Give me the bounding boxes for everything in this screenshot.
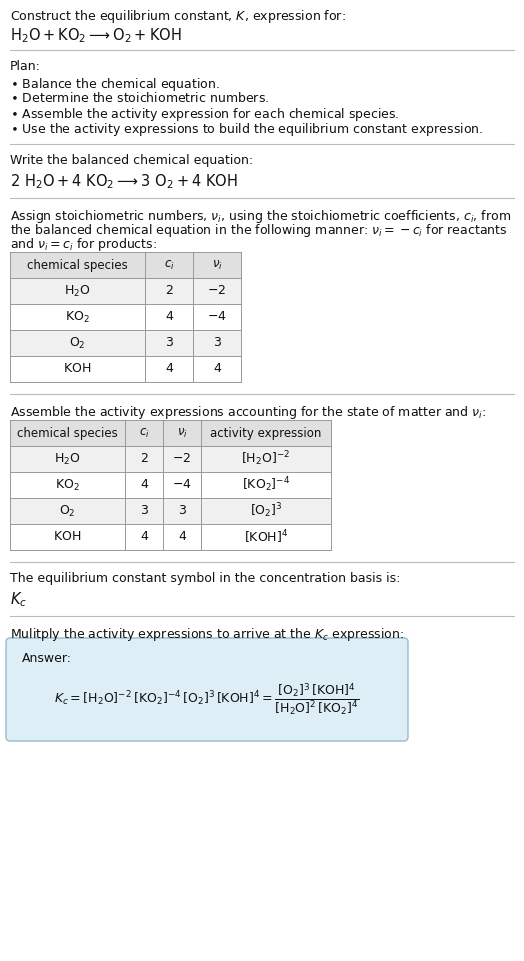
Text: $K_c = [\mathrm{H_2O}]^{-2}\,[\mathrm{KO_2}]^{-4}\,[\mathrm{O_2}]^{3}\,[\mathrm{: $K_c = [\mathrm{H_2O}]^{-2}\,[\mathrm{KO… (54, 681, 360, 718)
Text: 3: 3 (165, 336, 173, 350)
Text: activity expression: activity expression (210, 427, 322, 439)
Text: $-4$: $-4$ (207, 310, 227, 324)
Text: $[\mathrm{O_2}]^{3}$: $[\mathrm{O_2}]^{3}$ (249, 502, 282, 520)
Text: $\bullet$ Assemble the activity expression for each chemical species.: $\bullet$ Assemble the activity expressi… (10, 106, 399, 123)
Bar (10, 252, 241, 278)
Text: 3: 3 (178, 505, 186, 518)
Text: $[\mathrm{H_2O}]^{-2}$: $[\mathrm{H_2O}]^{-2}$ (242, 450, 290, 468)
Bar (10, 446, 331, 472)
Text: $\bullet$ Determine the stoichiometric numbers.: $\bullet$ Determine the stoichiometric n… (10, 91, 269, 105)
Text: $\mathrm{H_2O + KO_2 \longrightarrow O_2 + KOH}$: $\mathrm{H_2O + KO_2 \longrightarrow O_2… (10, 26, 182, 45)
Text: $c_i$: $c_i$ (163, 259, 174, 272)
Text: $-4$: $-4$ (172, 479, 192, 491)
Bar (10, 356, 241, 382)
Text: 2: 2 (165, 284, 173, 298)
Text: $\mathrm{O_2}$: $\mathrm{O_2}$ (59, 504, 76, 519)
Text: 4: 4 (165, 310, 173, 324)
Bar (10, 498, 331, 524)
Text: $\mathrm{KOH}$: $\mathrm{KOH}$ (63, 362, 92, 376)
Text: $-2$: $-2$ (208, 284, 226, 298)
Text: 4: 4 (140, 530, 148, 544)
Text: Construct the equilibrium constant, $K$, expression for:: Construct the equilibrium constant, $K$,… (10, 8, 346, 25)
Text: Write the balanced chemical equation:: Write the balanced chemical equation: (10, 154, 253, 167)
Text: 3: 3 (213, 336, 221, 350)
Text: $\mathrm{H_2O}$: $\mathrm{H_2O}$ (64, 283, 91, 299)
Text: $\mathrm{H_2O}$: $\mathrm{H_2O}$ (54, 452, 81, 466)
Text: $-2$: $-2$ (172, 453, 192, 465)
Bar (10, 304, 241, 330)
Text: 4: 4 (213, 362, 221, 376)
Text: Assign stoichiometric numbers, $\nu_i$, using the stoichiometric coefficients, $: Assign stoichiometric numbers, $\nu_i$, … (10, 208, 511, 225)
Text: Answer:: Answer: (22, 652, 72, 665)
Text: $\mathrm{KO_2}$: $\mathrm{KO_2}$ (65, 309, 90, 325)
Text: $[\mathrm{KOH}]^{4}$: $[\mathrm{KOH}]^{4}$ (244, 529, 288, 546)
Text: 3: 3 (140, 505, 148, 518)
Text: $\bullet$ Use the activity expressions to build the equilibrium constant express: $\bullet$ Use the activity expressions t… (10, 121, 483, 138)
Text: $\mathrm{2\ H_2O + 4\ KO_2 \longrightarrow 3\ O_2 + 4\ KOH}$: $\mathrm{2\ H_2O + 4\ KO_2 \longrightarr… (10, 172, 238, 190)
Text: 4: 4 (178, 530, 186, 544)
Text: The equilibrium constant symbol in the concentration basis is:: The equilibrium constant symbol in the c… (10, 572, 400, 585)
Text: $K_c$: $K_c$ (10, 590, 27, 608)
Text: $\bullet$ Balance the chemical equation.: $\bullet$ Balance the chemical equation. (10, 76, 220, 93)
Text: $c_i$: $c_i$ (139, 427, 149, 439)
Text: $\mathrm{KOH}$: $\mathrm{KOH}$ (53, 530, 82, 544)
Text: and $\nu_i = c_i$ for products:: and $\nu_i = c_i$ for products: (10, 236, 157, 253)
Bar (10, 420, 331, 446)
Text: 2: 2 (140, 453, 148, 465)
Text: the balanced chemical equation in the following manner: $\nu_i = -c_i$ for react: the balanced chemical equation in the fo… (10, 222, 507, 239)
Text: chemical species: chemical species (27, 259, 128, 272)
Text: chemical species: chemical species (17, 427, 118, 439)
Text: $\nu_i$: $\nu_i$ (177, 427, 188, 439)
Text: 4: 4 (140, 479, 148, 491)
Bar (10, 330, 241, 356)
Bar (10, 524, 331, 550)
Text: Mulitply the activity expressions to arrive at the $K_c$ expression:: Mulitply the activity expressions to arr… (10, 626, 405, 643)
Text: $\mathrm{KO_2}$: $\mathrm{KO_2}$ (55, 478, 80, 493)
Bar (10, 278, 241, 304)
Text: $[\mathrm{KO_2}]^{-4}$: $[\mathrm{KO_2}]^{-4}$ (242, 476, 290, 494)
Text: $\mathrm{O_2}$: $\mathrm{O_2}$ (69, 335, 86, 351)
Text: Plan:: Plan: (10, 60, 41, 73)
Text: $\nu_i$: $\nu_i$ (212, 259, 222, 272)
Text: 4: 4 (165, 362, 173, 376)
Bar (10, 472, 331, 498)
FancyBboxPatch shape (6, 638, 408, 741)
Text: Assemble the activity expressions accounting for the state of matter and $\nu_i$: Assemble the activity expressions accoun… (10, 404, 486, 421)
